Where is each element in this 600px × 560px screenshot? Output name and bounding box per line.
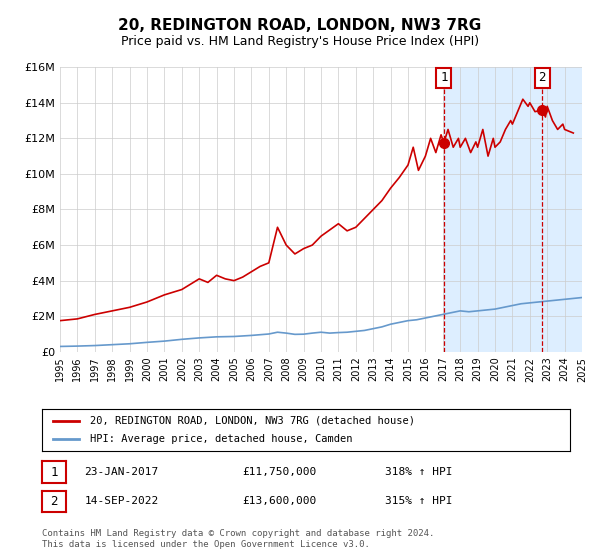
Text: 318% ↑ HPI: 318% ↑ HPI bbox=[385, 467, 453, 477]
Bar bbox=[444, 67, 582, 352]
Text: 20, REDINGTON ROAD, LONDON, NW3 7RG (detached house): 20, REDINGTON ROAD, LONDON, NW3 7RG (det… bbox=[89, 416, 415, 426]
Text: 14-SEP-2022: 14-SEP-2022 bbox=[84, 497, 158, 506]
Text: 1: 1 bbox=[440, 71, 448, 85]
Text: 23-JAN-2017: 23-JAN-2017 bbox=[84, 467, 158, 477]
Text: 2: 2 bbox=[50, 495, 58, 508]
Text: 315% ↑ HPI: 315% ↑ HPI bbox=[385, 497, 453, 506]
Text: HPI: Average price, detached house, Camden: HPI: Average price, detached house, Camd… bbox=[89, 434, 352, 444]
Text: £13,600,000: £13,600,000 bbox=[242, 497, 317, 506]
Text: This data is licensed under the Open Government Licence v3.0.: This data is licensed under the Open Gov… bbox=[42, 540, 370, 549]
Text: Contains HM Land Registry data © Crown copyright and database right 2024.: Contains HM Land Registry data © Crown c… bbox=[42, 529, 434, 538]
Text: 20, REDINGTON ROAD, LONDON, NW3 7RG: 20, REDINGTON ROAD, LONDON, NW3 7RG bbox=[118, 18, 482, 32]
Text: £11,750,000: £11,750,000 bbox=[242, 467, 317, 477]
Text: 1: 1 bbox=[50, 465, 58, 479]
Text: Price paid vs. HM Land Registry's House Price Index (HPI): Price paid vs. HM Land Registry's House … bbox=[121, 35, 479, 49]
Text: 2: 2 bbox=[538, 71, 546, 85]
